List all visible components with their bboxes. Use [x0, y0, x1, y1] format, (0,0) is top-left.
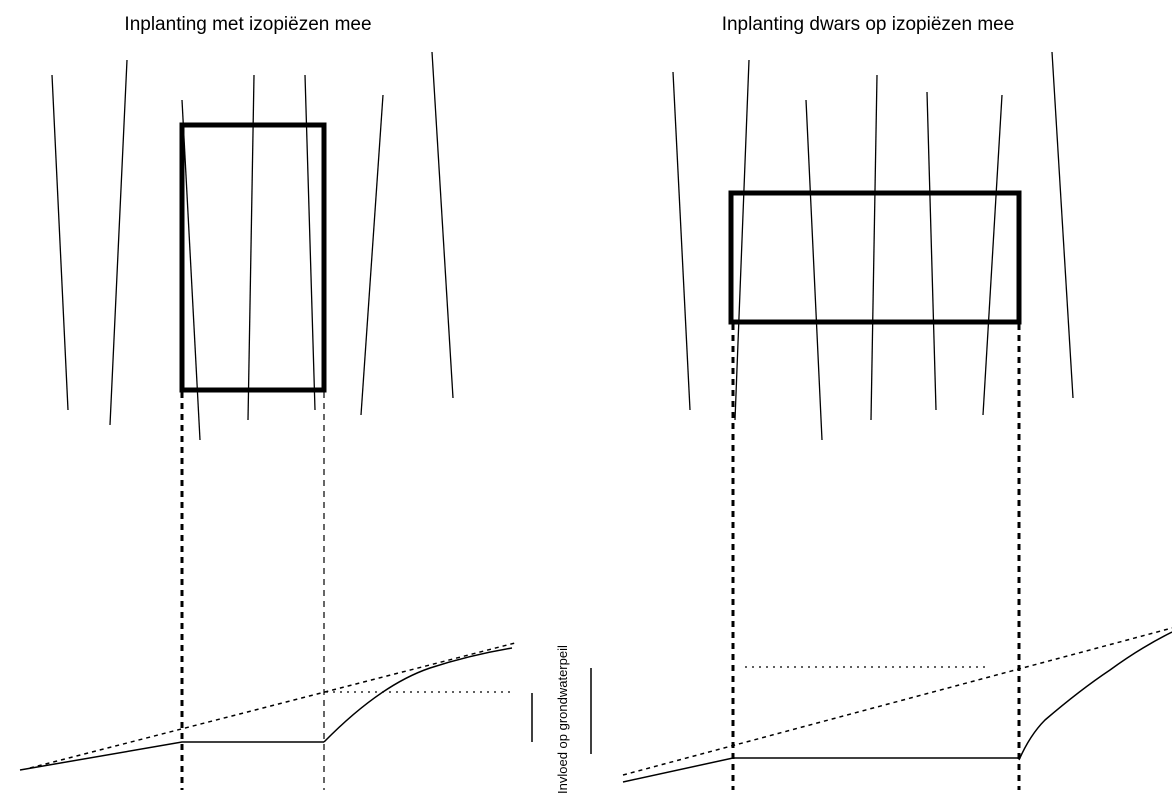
- influence-label: Invloed op grondwaterpeil: [555, 645, 570, 794]
- isopiezo-line: [360, 94, 384, 416]
- isopiezo-line: [431, 51, 454, 399]
- original-water-level: [29, 642, 516, 769]
- right-panel: Inplanting dwars op izopiëzen mee: [622, 14, 1172, 790]
- right-isopiezen: [672, 51, 1074, 441]
- right-panel-title: Inplanting dwars op izopiëzen mee: [722, 14, 1015, 35]
- left-panel: Inplanting met izopiëzen mee Invloed op …: [19, 14, 592, 794]
- left-groundwater-profile: [19, 642, 516, 771]
- building-footprint: [179, 122, 327, 393]
- isopiezo-line: [926, 91, 937, 411]
- isopiezo-line: [304, 74, 316, 411]
- isopiezo-line: [870, 74, 878, 421]
- isopiezo-line: [1051, 51, 1074, 399]
- new-water-level: [19, 741, 324, 771]
- building-footprint: [728, 190, 1022, 325]
- isopiezo-line: [734, 59, 750, 421]
- isopiezo-line: [181, 99, 201, 441]
- isopiezo-line: [51, 74, 69, 411]
- original-water-level: [622, 627, 1172, 776]
- new-water-level-curve: [323, 647, 513, 743]
- isopiezo-line: [982, 94, 1003, 416]
- left-isopiezen: [51, 51, 454, 441]
- isopiezo-line: [805, 99, 823, 441]
- new-water-level-curve: [1018, 631, 1172, 761]
- right-groundwater-profile: [622, 627, 1172, 783]
- new-water-level: [622, 757, 1019, 783]
- isopiezo-line: [247, 74, 255, 421]
- isopiezo-line: [672, 71, 691, 411]
- left-panel-title: Inplanting met izopiëzen mee: [124, 14, 371, 35]
- isopiezo-line: [109, 59, 128, 426]
